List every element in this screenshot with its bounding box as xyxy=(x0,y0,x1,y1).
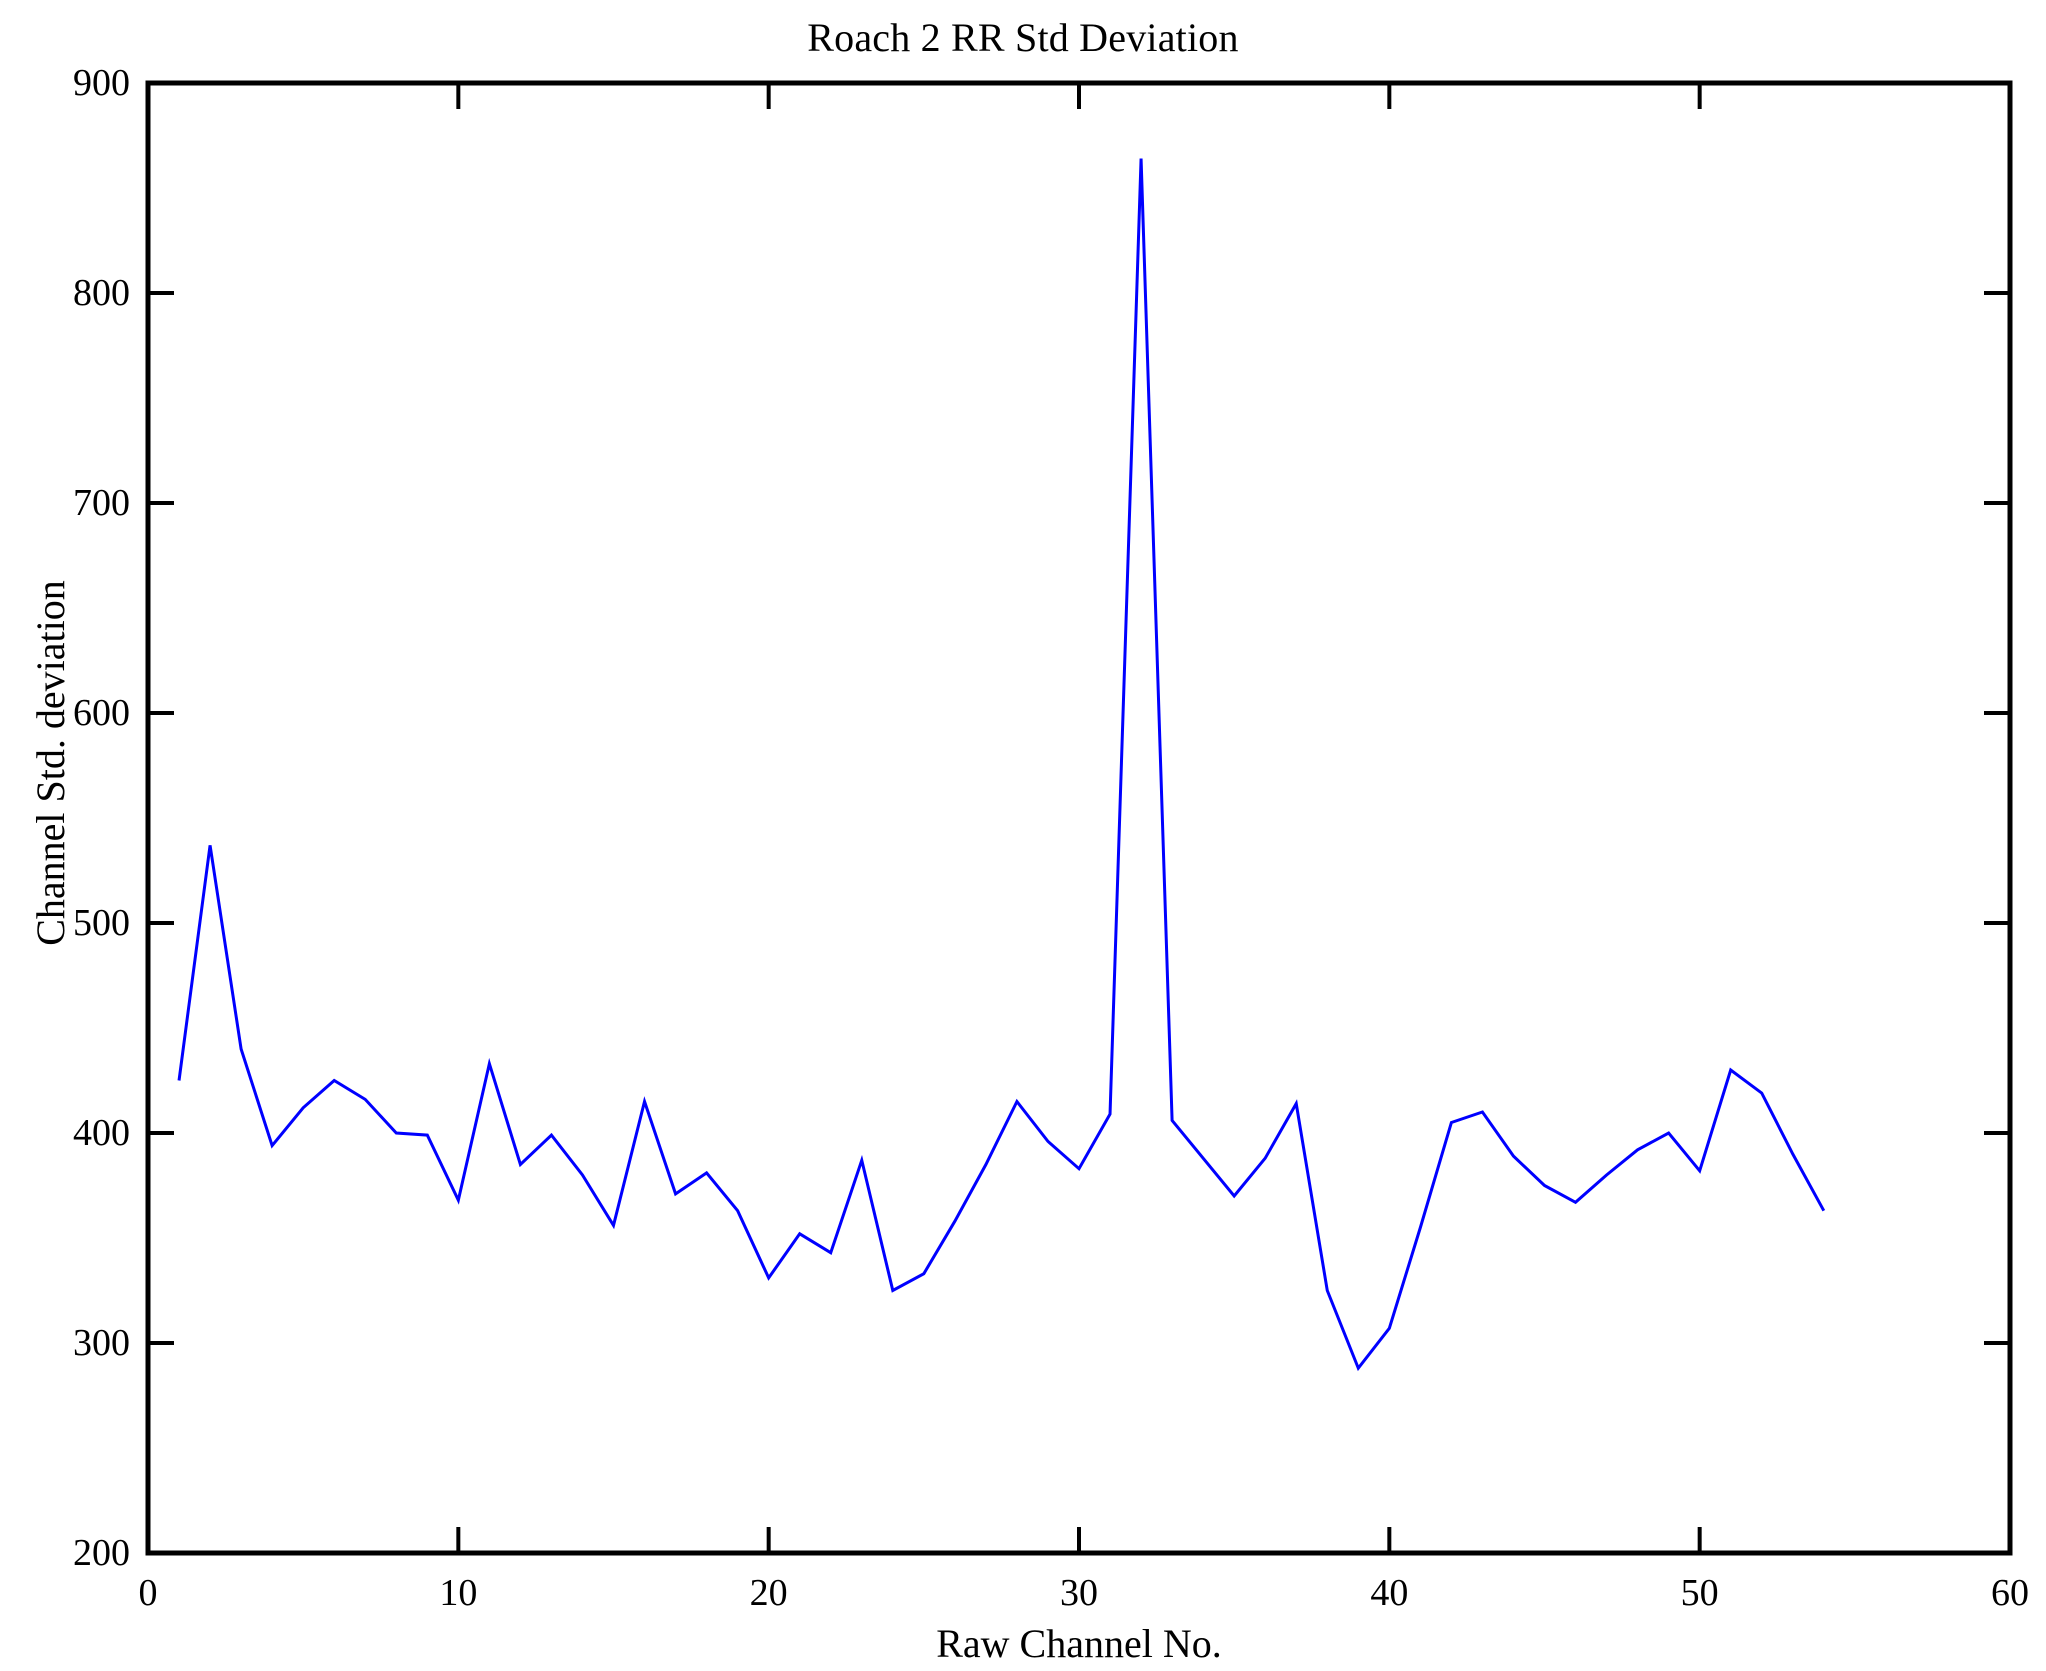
data-series-line xyxy=(177,158,1826,1372)
x-axis-label: Raw Channel No. xyxy=(936,1621,1222,1666)
plot-frame xyxy=(145,80,2013,1556)
y-tick-label: 600 xyxy=(73,692,130,734)
y-tick-label: 700 xyxy=(73,482,130,524)
x-tick-label: 50 xyxy=(1680,1572,1719,1614)
y-tick-label: 500 xyxy=(73,902,130,944)
y-tick-label: 300 xyxy=(73,1322,130,1364)
y-tick-label: 900 xyxy=(73,62,130,104)
y-tick-label: 800 xyxy=(73,272,130,314)
y-tick-label: 400 xyxy=(73,1112,130,1154)
plot-background xyxy=(148,83,2010,1553)
x-tick-label: 10 xyxy=(439,1572,478,1614)
y-tick-label: 200 xyxy=(73,1532,130,1574)
x-tick-label: 0 xyxy=(138,1572,158,1614)
x-tick-label: 40 xyxy=(1370,1572,1409,1614)
x-tick-label: 30 xyxy=(1060,1572,1098,1614)
chart-title: Roach 2 RR Std Deviation xyxy=(807,15,1239,60)
x-tick-label: 60 xyxy=(1991,1572,2029,1614)
x-tick-label: 20 xyxy=(749,1572,788,1614)
